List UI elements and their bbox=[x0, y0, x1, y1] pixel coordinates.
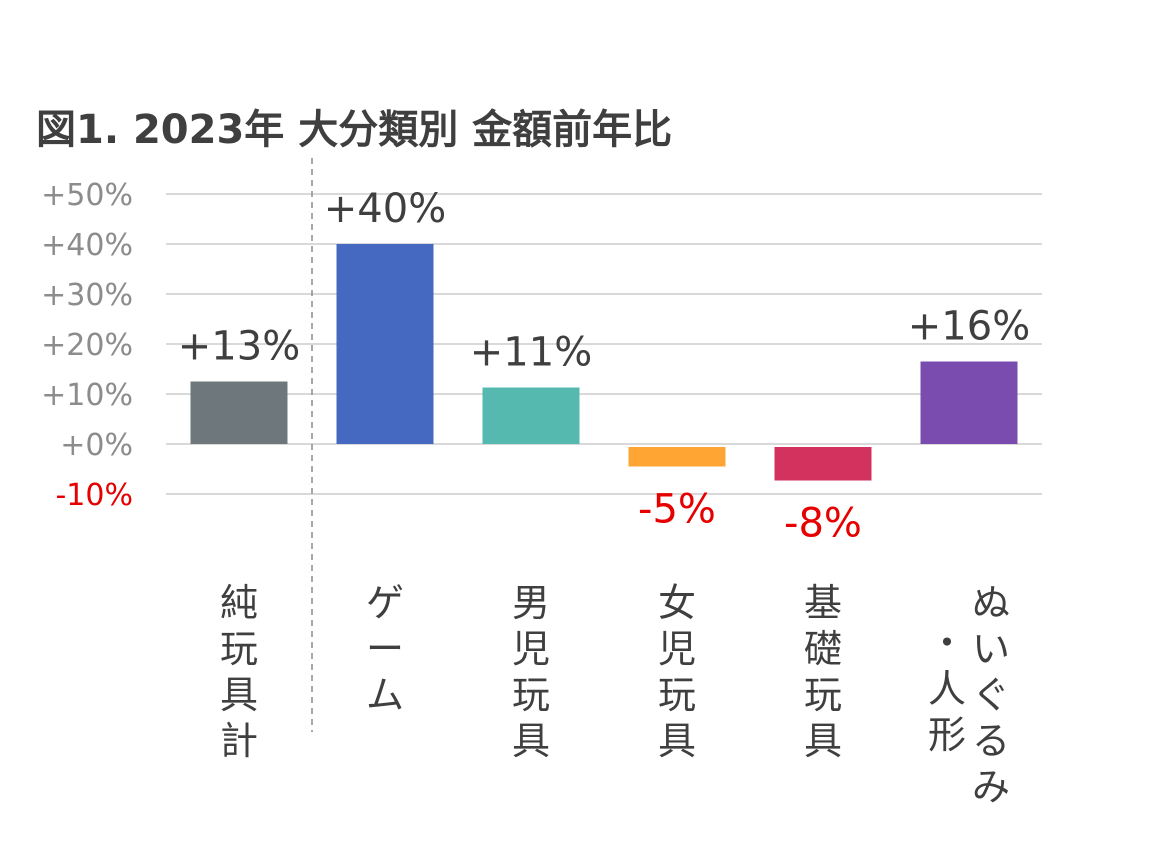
bar bbox=[190, 381, 288, 444]
category-label: 純玩具計 bbox=[220, 581, 258, 763]
bar bbox=[628, 447, 726, 467]
y-tick-label: +0% bbox=[60, 428, 133, 463]
data-label: +16% bbox=[908, 304, 1030, 350]
y-tick-label: +30% bbox=[41, 278, 133, 313]
data-label: +13% bbox=[178, 324, 300, 370]
y-tick-label: +50% bbox=[41, 178, 133, 213]
category-label: ゲーム bbox=[366, 581, 404, 717]
category-label: ぬいぐるみ bbox=[972, 581, 1010, 809]
y-tick-label: +40% bbox=[41, 228, 133, 263]
bars bbox=[190, 244, 1018, 481]
category-label: ・人形 bbox=[928, 621, 966, 757]
chart-title: 図1. 2023年 大分類別 金額前年比 bbox=[36, 107, 672, 153]
data-label: +40% bbox=[324, 186, 446, 232]
y-tick-label: -10% bbox=[55, 478, 133, 513]
bar bbox=[482, 387, 580, 444]
category-label: 女児玩具 bbox=[658, 581, 696, 763]
data-label: -8% bbox=[784, 501, 862, 547]
data-labels: +13% +40% +11% -5% -8% +16% bbox=[178, 186, 1030, 547]
y-tick-label: +10% bbox=[41, 378, 133, 413]
bar bbox=[920, 361, 1018, 444]
y-axis-tick-labels: +50% +40% +30% +20% +10% +0% -10% bbox=[41, 178, 133, 513]
category-label: 男児玩具 bbox=[512, 581, 550, 763]
data-label: +11% bbox=[470, 330, 592, 376]
data-label: -5% bbox=[638, 487, 716, 533]
bar bbox=[774, 447, 872, 481]
bar bbox=[336, 244, 434, 444]
category-label: 基礎玩具 bbox=[804, 581, 842, 763]
y-tick-label: +20% bbox=[41, 328, 133, 363]
